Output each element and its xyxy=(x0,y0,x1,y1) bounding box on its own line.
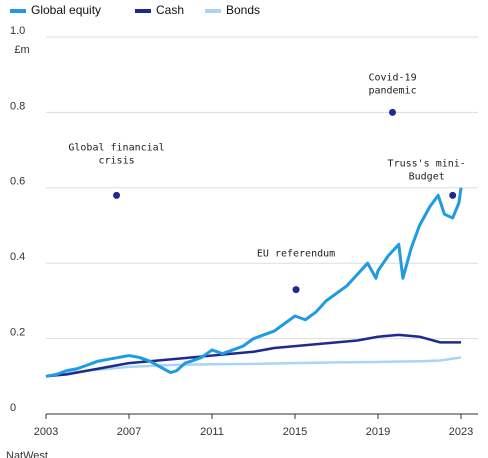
annotation-text: Covid-19 xyxy=(368,72,416,83)
y-unit: £m xyxy=(14,44,29,56)
annotation-text: Global financial xyxy=(68,142,164,153)
annotation-text: crisis xyxy=(98,155,134,166)
annotation-text: Budget xyxy=(409,171,445,182)
x-tick-label: 2003 xyxy=(34,426,58,438)
line-series xyxy=(45,333,461,378)
x-tick-label: 2007 xyxy=(117,426,141,438)
annotation-dot xyxy=(292,286,300,294)
line-series xyxy=(45,356,462,378)
y-tick-label: 0.8 xyxy=(10,100,25,112)
annotation-dot xyxy=(449,191,457,199)
legend-label: Global equity xyxy=(31,3,101,17)
x-tick-label: 2019 xyxy=(366,426,390,438)
y-tick-label: 0 xyxy=(10,402,16,414)
annotation-dot xyxy=(113,191,121,199)
x-tick-label: 2023 xyxy=(449,426,473,438)
line-series xyxy=(45,187,463,378)
annotation-text: EU referendum xyxy=(257,249,335,260)
annotation-dot xyxy=(389,108,397,116)
y-tick-label: 0.4 xyxy=(10,251,25,263)
legend-label: Cash xyxy=(156,3,184,17)
annotation-text: pandemic xyxy=(368,85,416,96)
annotation-text: Truss's mini- xyxy=(388,158,466,169)
y-tick-label: 0.6 xyxy=(10,176,25,188)
source: NatWest xyxy=(6,450,48,458)
legend-label: Bonds xyxy=(226,3,260,17)
y-tick-label: 1.0 xyxy=(10,25,25,37)
x-tick-label: 2011 xyxy=(200,426,224,438)
y-tick-label: 0.2 xyxy=(10,327,25,339)
x-tick-label: 2015 xyxy=(283,426,307,438)
